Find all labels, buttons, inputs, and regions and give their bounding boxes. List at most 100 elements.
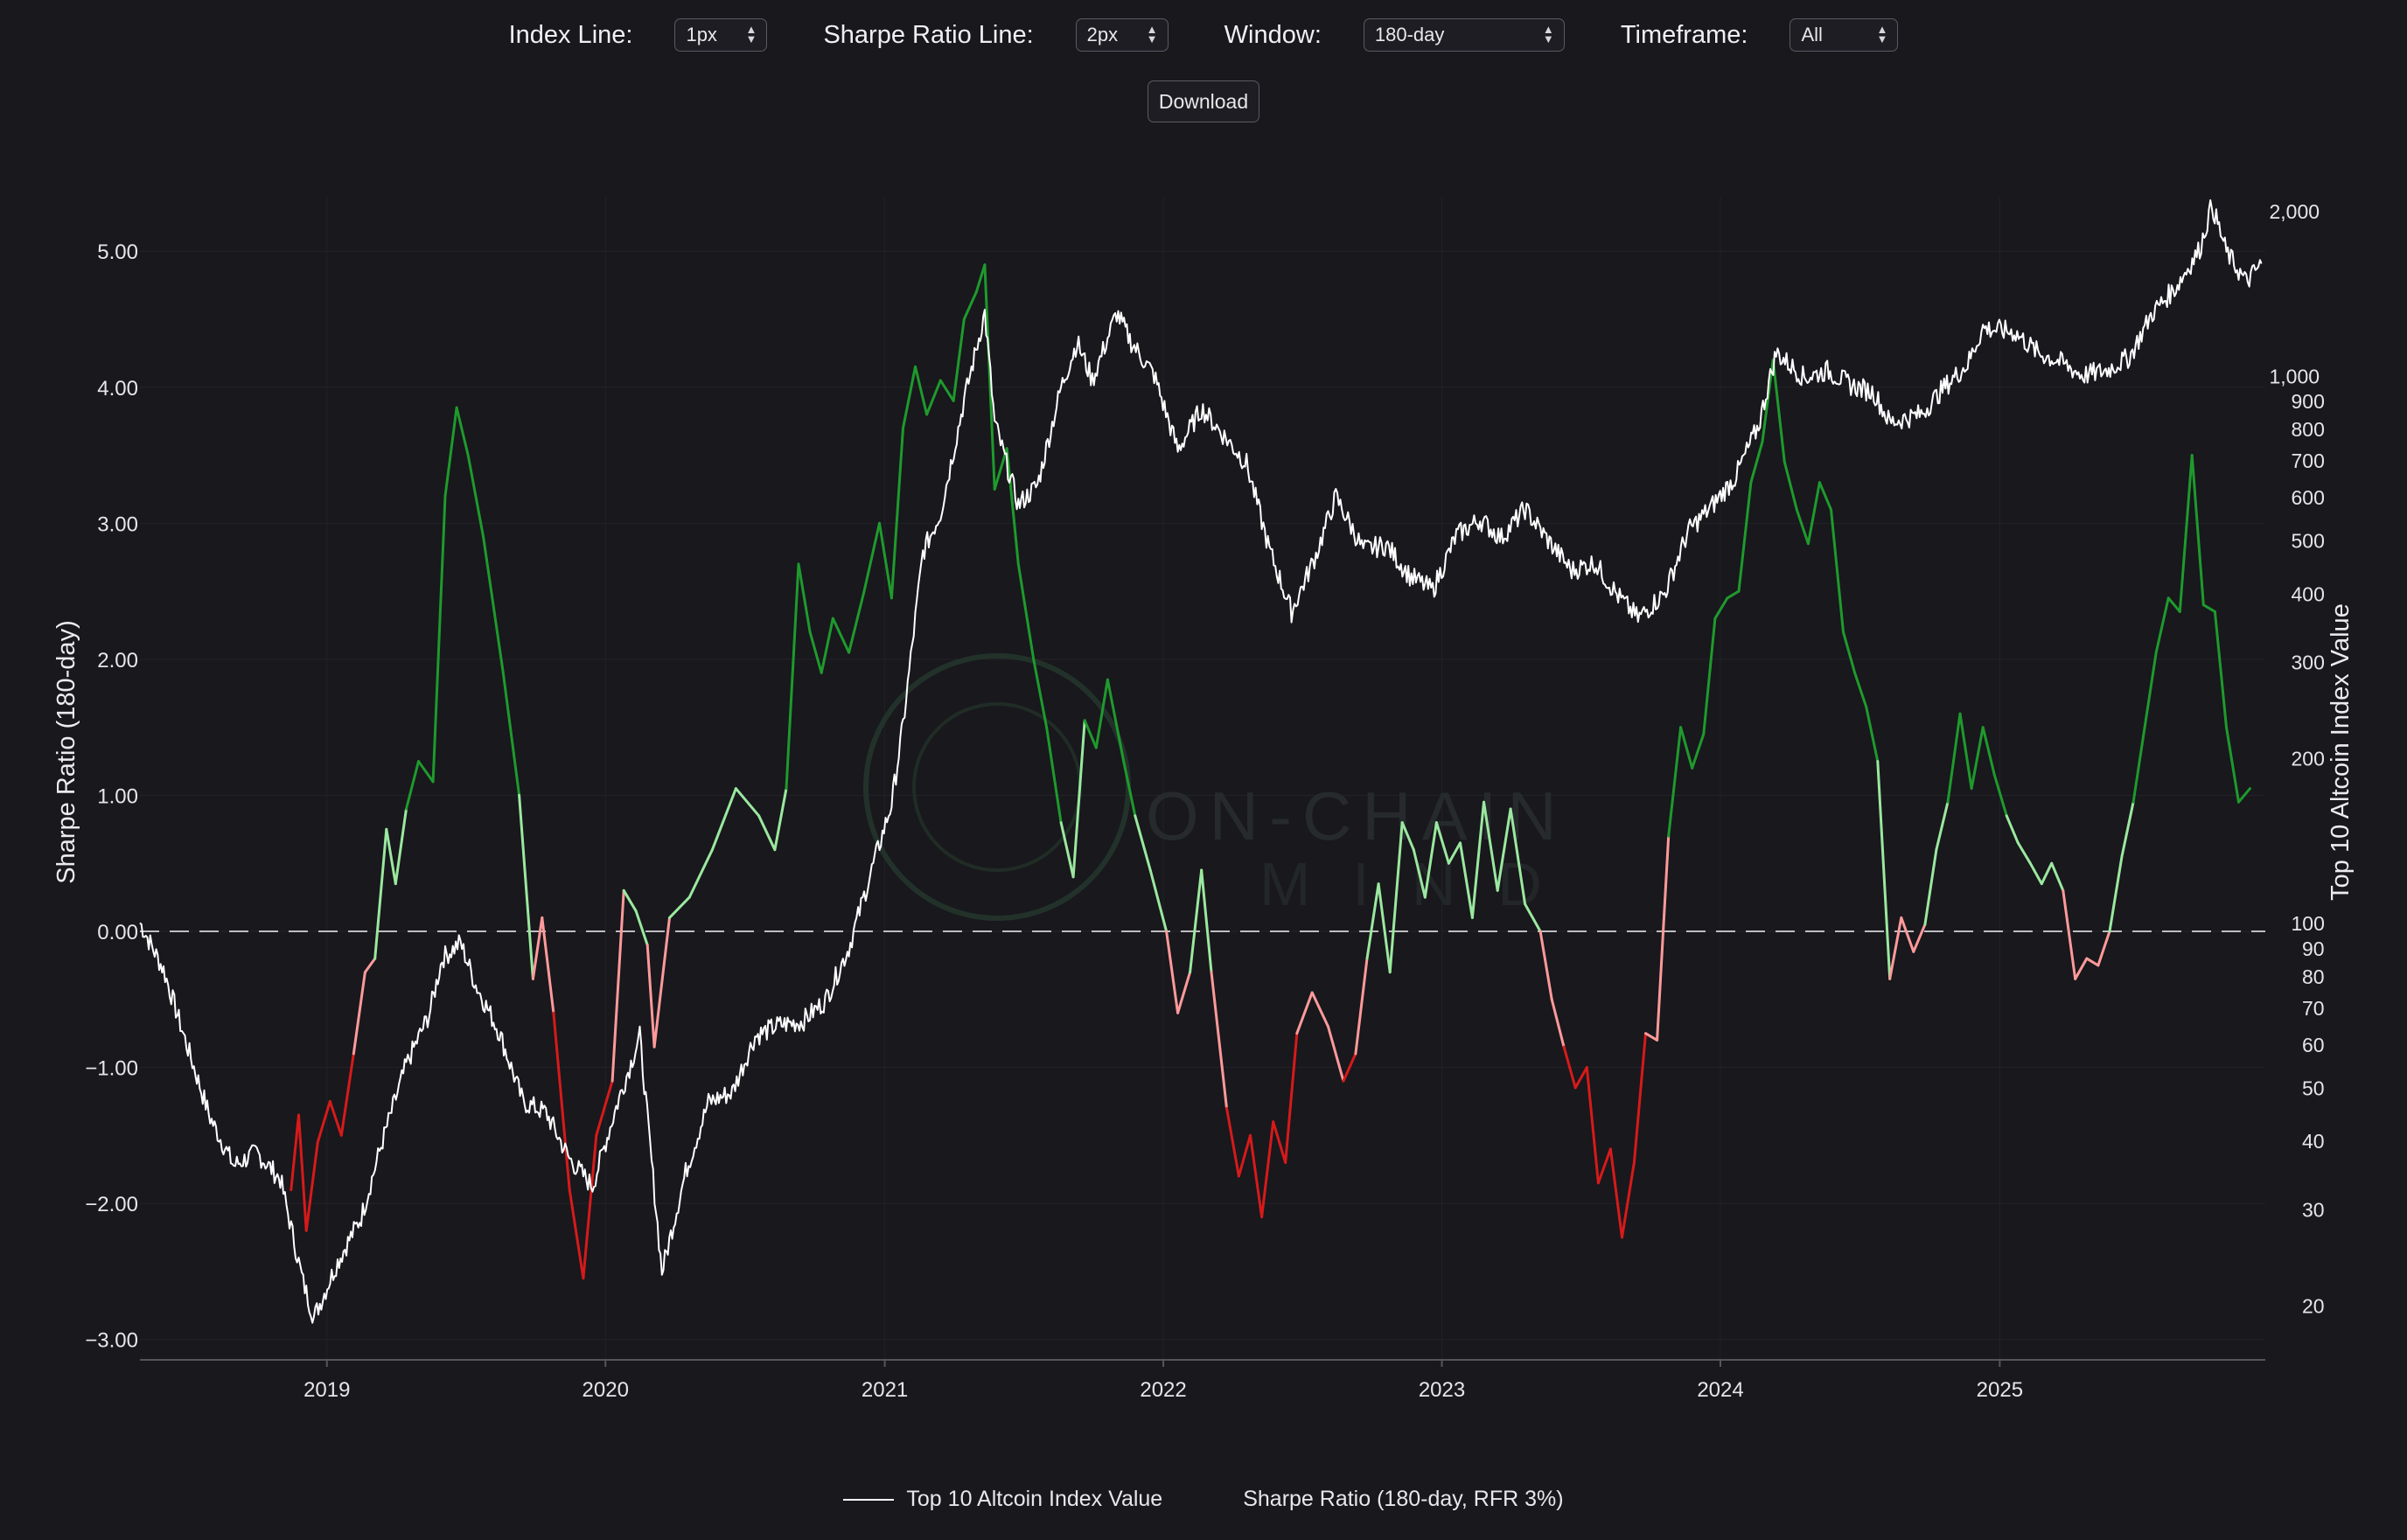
sharpe-segment: [1702, 617, 1717, 735]
sharpe-segment: [1981, 726, 1996, 777]
window-select[interactable]: 180-day ▲ ▼: [1363, 18, 1565, 52]
left-tick-label: 1.00: [97, 784, 138, 808]
sharpe-segment: [1573, 1066, 1588, 1090]
watermark-line2: MIND: [1259, 850, 1584, 918]
sharpe-segment: [2190, 454, 2205, 607]
sharpe-segment: [443, 406, 458, 498]
sharpe-segment: [1806, 481, 1821, 546]
window-value: 180-day: [1374, 24, 1445, 45]
sharpe-segment: [1795, 508, 1810, 546]
sharpe-segment: [582, 1133, 598, 1280]
right-tick-label: 60: [2302, 1034, 2325, 1056]
sharpe-segment: [1830, 508, 1845, 634]
sharpe-segment: [1284, 1032, 1299, 1164]
right-tick-label: 2,000: [2270, 200, 2320, 223]
sharpe-segment: [993, 447, 1008, 491]
right-tick-label: 200: [2292, 748, 2325, 770]
left-tick-label: −1.00: [85, 1057, 138, 1081]
sharpe-segment: [2097, 930, 2111, 967]
sharpe-segment: [518, 793, 534, 980]
left-tick-label: −3.00: [85, 1329, 138, 1353]
sharpe-segment: [1148, 868, 1169, 933]
timeframe-select[interactable]: All ▲ ▼: [1790, 18, 1899, 52]
legend-item-index[interactable]: Top 10 Altcoin Index Value: [843, 1487, 1162, 1512]
chart-grid: [140, 197, 2265, 1360]
sharpe-segment: [1272, 1120, 1287, 1164]
sharpe-segment: [1562, 1045, 1577, 1090]
sharpe-segment: [2154, 596, 2170, 654]
sharpe-segment: [531, 916, 544, 980]
sharpe-segment: [2016, 841, 2032, 865]
sharpe-segment: [297, 1113, 308, 1232]
sharpe-segment: [1667, 726, 1683, 838]
sharpe-segment: [595, 1079, 614, 1137]
timeframe-value: All: [1801, 24, 1823, 45]
sharpe-segment: [1342, 1052, 1357, 1083]
sharpe-segment: [2028, 861, 2043, 886]
sharpe-segment: [328, 1099, 343, 1137]
index-line-value: 1px: [686, 24, 717, 45]
right-tick-label: 70: [2302, 997, 2325, 1020]
sharpe-segment: [1853, 671, 1868, 708]
legend-item-sharpe[interactable]: Sharpe Ratio (180-day, RFR 3%): [1243, 1487, 1563, 1512]
download-button[interactable]: Download: [1147, 80, 1260, 122]
sharpe-segment: [1761, 359, 1775, 443]
sharpe-segment: [710, 787, 737, 852]
sharpe-segment: [1585, 1066, 1600, 1185]
sharpe-segment: [652, 916, 671, 1049]
sharpe-segment: [1165, 930, 1180, 1014]
x-tick-label: 2024: [1697, 1378, 1743, 1402]
chevron-updown-icon: ▲ ▼: [1542, 23, 1554, 45]
sharpe-segment: [1005, 447, 1020, 566]
sharpe-segment: [734, 787, 761, 818]
sharpe-segment: [2201, 603, 2216, 613]
watermark-line1: ON-CHAIN: [1146, 777, 1567, 854]
sharpe-segment: [405, 760, 420, 811]
sharpe-segment: [1483, 800, 1499, 892]
sharpe-segment: [610, 888, 625, 1083]
controls-bar: Index Line: 1px ▲ ▼ Sharpe Ratio Line: 2p…: [0, 16, 2407, 54]
sharpe-segment: [962, 290, 978, 321]
sharpe-segment: [2120, 800, 2135, 858]
sharpe-segment: [938, 379, 955, 402]
sharpe-line-select[interactable]: 2px ▲ ▼: [1075, 18, 1169, 52]
sharpe-segment: [1388, 821, 1404, 974]
sharpe-segment: [1189, 868, 1204, 974]
sharpe-segment: [831, 617, 851, 654]
left-tick-label: −2.00: [85, 1193, 138, 1216]
sharpe-segment: [952, 317, 966, 402]
sharpe-segment: [1059, 821, 1075, 879]
sharpe-segment: [1783, 460, 1798, 512]
sharpe-segment: [785, 562, 800, 791]
sharpe-segment: [568, 1188, 585, 1280]
sharpe-segment: [1621, 1160, 1636, 1239]
sharpe-segment: [808, 631, 823, 674]
sharpe-segment: [482, 535, 505, 674]
sharpe-segment: [848, 589, 866, 654]
sharpe-segment: [1459, 841, 1474, 919]
sharpe-segment: [1354, 957, 1369, 1056]
sharpe-segment: [1412, 848, 1427, 899]
legend-label-index: Top 10 Altcoin Index Value: [906, 1487, 1163, 1511]
sharpe-segment: [1200, 868, 1213, 974]
sharpe-segment: [925, 379, 942, 416]
timeframe-label: Timeframe:: [1620, 20, 1748, 49]
sharpe-segment: [914, 365, 929, 416]
chevron-updown-icon: ▲ ▼: [1876, 23, 1888, 45]
right-tick-label: 90: [2302, 937, 2325, 960]
sharpe-segment: [290, 1113, 300, 1192]
sharpe-segment: [983, 263, 996, 491]
sharpe-segment: [1083, 719, 1098, 749]
sharpe-segment: [352, 971, 366, 1056]
chevron-updown-icon: ▲ ▼: [1146, 23, 1158, 45]
sharpe-segment: [2005, 814, 2020, 845]
download-row: Download: [0, 80, 2407, 122]
sharpe-segment: [1749, 440, 1764, 484]
sharpe-segment: [1210, 971, 1228, 1110]
index-line: [139, 199, 2263, 1324]
index-line-select[interactable]: 1px ▲ ▼: [674, 18, 768, 52]
left-tick-label: 2.00: [97, 649, 138, 672]
sharpe-segment: [1470, 800, 1485, 919]
sharpe-segment: [1045, 726, 1063, 825]
